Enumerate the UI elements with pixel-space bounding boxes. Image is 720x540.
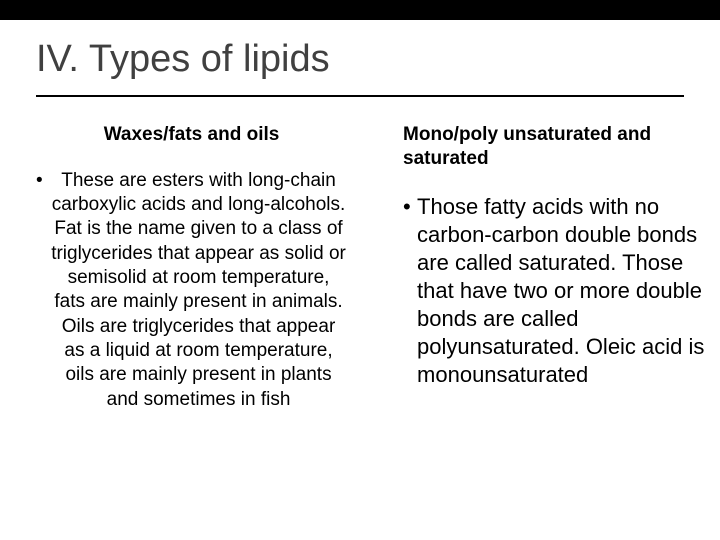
slide-title: IV. Types of lipids	[36, 38, 684, 97]
bullet-icon: •	[403, 193, 417, 221]
two-column-layout: Waxes/fats and oils • These are esters w…	[36, 123, 684, 412]
left-column: Waxes/fats and oils • These are esters w…	[36, 123, 347, 412]
left-subheading: Waxes/fats and oils	[36, 123, 347, 147]
right-bullet-text: Those fatty acids with no carbon-carbon …	[417, 193, 714, 390]
bullet-icon: •	[36, 169, 50, 193]
left-bullet-item: • These are esters with long-chain carbo…	[36, 169, 347, 412]
top-black-bar	[0, 0, 720, 20]
right-subheading: Mono/poly unsaturated and saturated	[403, 123, 714, 171]
left-bullet-text: These are esters with long-chain carboxy…	[50, 169, 347, 412]
right-bullet-item: • Those fatty acids with no carbon-carbo…	[403, 193, 714, 390]
slide-body: IV. Types of lipids Waxes/fats and oils …	[0, 20, 720, 412]
right-column: Mono/poly unsaturated and saturated • Th…	[403, 123, 714, 412]
